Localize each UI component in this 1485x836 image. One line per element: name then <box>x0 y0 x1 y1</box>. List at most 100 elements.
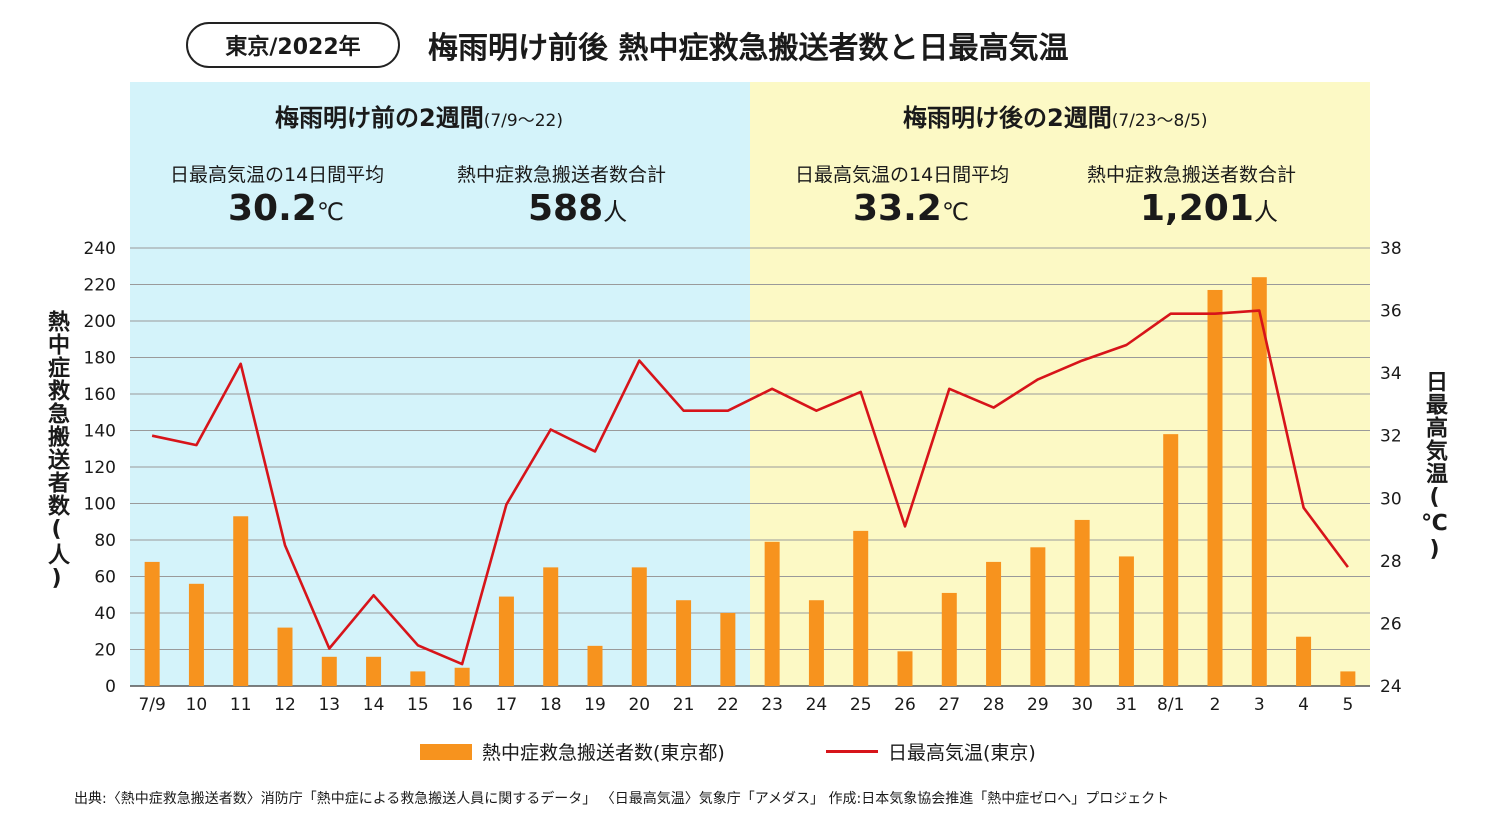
after-title-text: 梅雨明け後の2週間 <box>903 104 1112 132</box>
right-axis-label: 日最高気温(℃) <box>1422 370 1447 563</box>
legend-line-entry: 日最高気温(東京) <box>826 738 1036 765</box>
x-tick-label: 22 <box>717 695 739 715</box>
bar <box>1030 547 1046 686</box>
left-tick-label: 140 <box>84 422 116 442</box>
x-tick-label: 30 <box>1071 695 1093 715</box>
right-tick-label: 38 <box>1380 239 1402 259</box>
right-tick-label: 28 <box>1380 552 1402 572</box>
left-tick-label: 160 <box>84 385 116 405</box>
tick-labels: 0 20 40 60 80 100 120 140 160 180 200 220 240 24 26 28 3… <box>84 239 1402 715</box>
x-tick-label: 4 <box>1298 695 1309 715</box>
x-tick-label: 18 <box>540 695 562 715</box>
legend-bar-entry: 熱中症救急搬送者数(東京都) <box>420 738 725 765</box>
before-panel-title: 梅雨明け前の2週間(7/9〜22) <box>275 98 563 133</box>
bar <box>144 561 160 686</box>
x-tick-label: 26 <box>894 695 916 715</box>
left-tick-label: 0 <box>105 677 116 697</box>
after-range-text: (7/23〜8/5) <box>1111 111 1208 131</box>
bar <box>808 600 824 686</box>
bar <box>277 627 293 686</box>
x-tick-label: 14 <box>363 695 385 715</box>
before-avg-unit: ℃ <box>316 198 344 226</box>
bar <box>897 651 913 686</box>
x-tick-label: 17 <box>496 695 518 715</box>
bar <box>1118 556 1134 686</box>
x-tick-label: 23 <box>761 695 783 715</box>
bar <box>1296 636 1312 686</box>
bar <box>498 596 514 686</box>
left-tick-label: 120 <box>84 458 116 478</box>
left-axis-label: 熱中症救急搬送者数(人) <box>44 310 69 592</box>
bar <box>233 516 249 686</box>
x-tick-label: 19 <box>584 695 606 715</box>
bar <box>543 567 559 686</box>
right-tick-label: 36 <box>1380 302 1402 322</box>
x-tick-label: 15 <box>407 695 429 715</box>
legend-bar-label: 熱中症救急搬送者数(東京都) <box>482 742 725 764</box>
left-tick-label: 220 <box>84 276 116 296</box>
bar <box>188 583 204 686</box>
x-tick-label: 28 <box>983 695 1005 715</box>
left-tick-label: 240 <box>84 239 116 259</box>
before-total-label: 熱中症救急搬送者数合計 <box>457 164 667 186</box>
bar <box>986 561 1002 686</box>
bar <box>1207 289 1223 686</box>
x-tick-label: 25 <box>850 695 872 715</box>
left-tick-label: 80 <box>94 531 116 551</box>
bar <box>631 567 647 686</box>
x-tick-label: 5 <box>1342 695 1353 715</box>
right-tick-label: 24 <box>1380 677 1402 697</box>
right-tick-label: 34 <box>1380 364 1402 384</box>
line-series <box>151 309 1349 666</box>
left-tick-label: 200 <box>84 312 116 332</box>
bar <box>454 667 470 686</box>
bar <box>676 600 692 686</box>
before-avg-label: 日最高気温の14日間平均 <box>170 164 385 186</box>
bar <box>366 656 382 686</box>
x-tick-label: 27 <box>938 695 960 715</box>
bar <box>321 656 337 686</box>
x-tick-label: 29 <box>1027 695 1049 715</box>
after-avg-value: 33.2℃ <box>853 188 969 229</box>
bar-swatch <box>420 743 472 760</box>
x-tick-label: 7/9 <box>138 695 165 715</box>
bar <box>764 541 780 686</box>
x-tick-label: 8/1 <box>1157 695 1184 715</box>
before-range-text: (7/9〜22) <box>483 111 563 131</box>
x-tick-label: 13 <box>318 695 340 715</box>
x-tick-label: 3 <box>1254 695 1265 715</box>
x-tick-label: 24 <box>806 695 828 715</box>
before-avg-number: 30.2 <box>228 188 317 229</box>
left-tick-label: 100 <box>84 495 116 515</box>
after-total-number: 1,201 <box>1140 188 1254 229</box>
bar <box>1340 671 1356 686</box>
bar <box>720 613 736 686</box>
after-avg-number: 33.2 <box>853 188 942 229</box>
left-tick-label: 40 <box>94 604 116 624</box>
right-tick-label: 26 <box>1380 614 1402 634</box>
before-title-text: 梅雨明け前の2週間 <box>275 104 484 132</box>
chart-title: 梅雨明け前後 熱中症救急搬送者数と日最高気温 <box>428 31 1069 66</box>
x-tick-label: 21 <box>673 695 695 715</box>
after-avg-label: 日最高気温の14日間平均 <box>795 164 1010 186</box>
after-avg-unit: ℃ <box>941 198 969 226</box>
bar <box>1251 277 1267 686</box>
line-swatch <box>826 750 878 753</box>
temperature-line <box>151 309 1349 666</box>
bar-series <box>144 277 1356 686</box>
left-tick-label: 60 <box>94 568 116 588</box>
bar <box>410 671 426 686</box>
before-total-value: 588人 <box>528 188 627 229</box>
before-avg-value: 30.2℃ <box>228 188 344 229</box>
x-tick-label: 20 <box>628 695 650 715</box>
right-tick-label: 32 <box>1380 427 1402 447</box>
before-total-number: 588 <box>528 188 604 229</box>
left-tick-label: 20 <box>94 641 116 661</box>
bar <box>587 645 603 686</box>
x-tick-label: 31 <box>1116 695 1138 715</box>
bar <box>853 530 869 686</box>
source-note: 出典:〈熱中症救急搬送者数〉消防庁「熱中症による救急搬送人員に関するデータ」 〈… <box>74 791 1170 807</box>
location-year-badge: 東京/2022年 <box>186 22 400 68</box>
left-tick-label: 180 <box>84 349 116 369</box>
